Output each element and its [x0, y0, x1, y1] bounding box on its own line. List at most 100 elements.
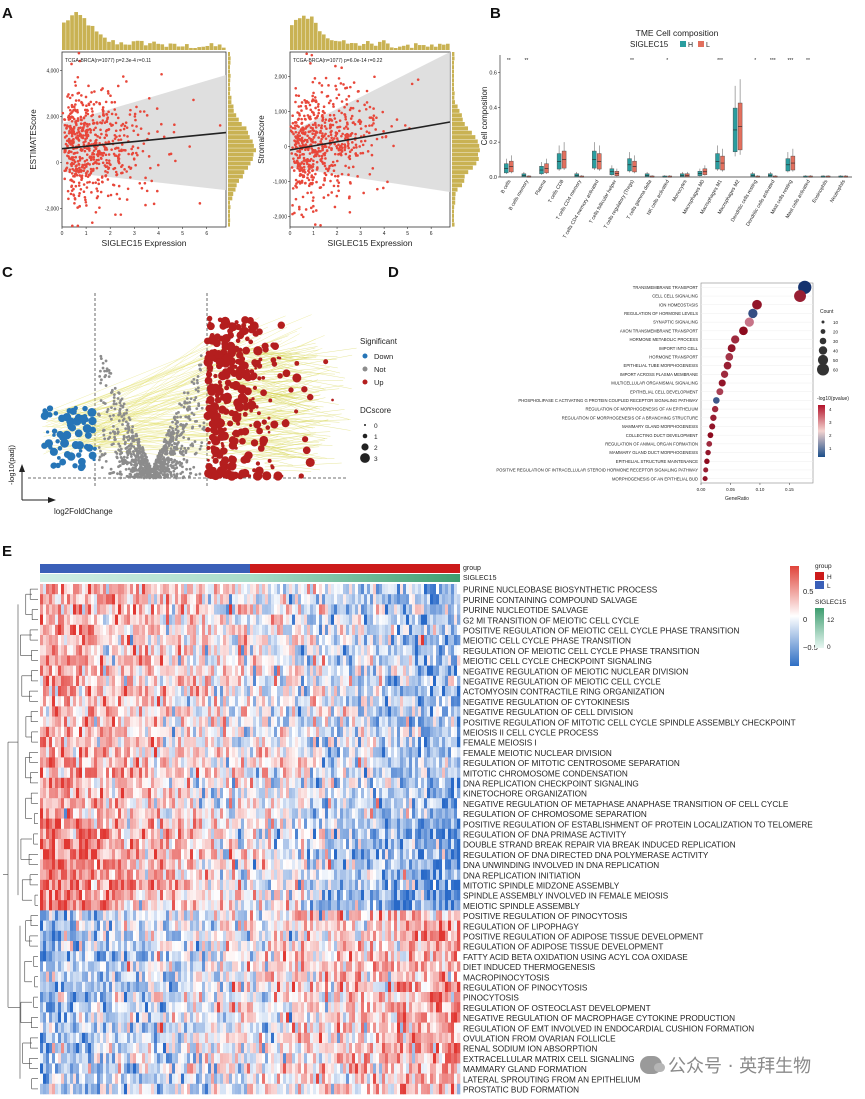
heatmap-cell	[325, 665, 329, 677]
heatmap-cell	[277, 645, 281, 656]
scatter-point	[79, 115, 83, 119]
term-label: EPITHELIAL CELL DEVELOPMENT	[630, 389, 698, 394]
heatmap-cell	[340, 635, 344, 646]
heatmap-cell	[307, 696, 311, 707]
scatter-point	[67, 131, 71, 135]
heatmap-cell	[313, 675, 317, 687]
heatmap-cell	[388, 696, 392, 707]
heatmap-cell	[376, 686, 380, 697]
heatmap-cell	[346, 614, 350, 626]
scatter-point	[111, 139, 115, 143]
heatmap-cell	[301, 614, 305, 626]
scatter-point	[290, 152, 294, 155]
legend-swatch	[362, 353, 368, 359]
scatter-point	[330, 191, 334, 194]
heatmap-cell	[187, 675, 191, 687]
heatmap-cell	[412, 665, 416, 677]
scatter-point	[78, 174, 82, 177]
point-not	[122, 402, 126, 406]
scatter-point	[156, 130, 159, 133]
top-histogram-bar	[390, 47, 394, 50]
heatmap-cell	[355, 604, 359, 615]
point-not	[107, 375, 111, 378]
heatmap-cell	[271, 675, 275, 687]
scatter-point	[84, 198, 87, 202]
right-histogram-bar	[452, 148, 480, 153]
heatmap-cell	[298, 594, 302, 605]
point-not	[136, 452, 139, 456]
y-tick-label: 0.2	[489, 140, 497, 146]
scatter-point	[101, 154, 105, 157]
heatmap-cell	[211, 584, 215, 595]
legend-count-swatch	[819, 337, 827, 345]
heatmap-cell	[265, 614, 269, 626]
term-label: HORMONE METABOLIC PROCESS	[629, 337, 698, 342]
heatmap-cell	[79, 624, 83, 636]
point-up	[221, 447, 228, 454]
heatmap-cell	[445, 594, 449, 605]
heatmap-cell	[280, 675, 284, 687]
top-histogram-bar	[119, 42, 124, 50]
point-not	[179, 415, 183, 419]
point-not	[119, 473, 123, 476]
heatmap-cell	[319, 624, 323, 636]
heatmap-cell	[379, 696, 383, 707]
top-histogram-bar	[366, 41, 370, 50]
dot	[703, 467, 709, 473]
heatmap-cell	[70, 706, 74, 717]
row-label: NEGATIVE REGULATION OF MEIOTIC CELL CYCL…	[463, 678, 661, 687]
heatmap-cell	[445, 635, 449, 646]
heatmap-cell	[76, 696, 80, 707]
heatmap-cell	[397, 665, 401, 677]
point-down	[72, 463, 78, 469]
heatmap-cell	[220, 665, 224, 677]
scatter-point	[314, 133, 317, 137]
heatmap-cell	[82, 706, 86, 717]
right-histogram-bar	[228, 135, 250, 140]
point-up	[238, 359, 246, 367]
heatmap-cell	[355, 675, 359, 687]
connector-line	[65, 350, 224, 410]
legend-size-swatch	[360, 453, 370, 463]
heatmap-cell	[91, 675, 95, 687]
heatmap-cell	[172, 655, 176, 666]
heatmap-cell	[253, 655, 257, 666]
heatmap-cell	[241, 655, 245, 666]
heatmap-cell	[175, 584, 179, 595]
scatter-point	[333, 117, 337, 120]
heatmap-cell	[133, 594, 137, 605]
heatmap-cell	[172, 645, 176, 656]
heatmap-cell	[202, 645, 206, 656]
heatmap-cell	[187, 686, 191, 697]
heatmap-cell	[79, 675, 83, 687]
scatter-point	[329, 99, 332, 102]
point-not	[140, 459, 143, 463]
heatmap-cell	[427, 614, 431, 626]
heatmap-cell	[169, 614, 173, 626]
heatmap-cell	[364, 635, 368, 646]
right-histogram-bar	[452, 113, 462, 118]
heatmap-cell	[253, 665, 257, 677]
point-not	[169, 473, 173, 477]
heatmap-cell	[334, 675, 338, 687]
point-down	[74, 429, 83, 438]
heatmap-cell	[292, 675, 296, 687]
scatter-point	[325, 167, 328, 170]
x-tick-label: 6	[205, 231, 208, 237]
point-up	[241, 427, 250, 436]
heatmap-cell	[106, 584, 110, 595]
scatter-point	[81, 134, 85, 137]
heatmap-cell	[397, 635, 401, 646]
right-histogram-bar	[228, 108, 234, 113]
heatmap-cell	[358, 624, 362, 636]
scatter-point	[328, 113, 332, 117]
heatmap-cell	[133, 584, 137, 595]
heatmap-cell	[421, 604, 425, 615]
heatmap-cell	[178, 675, 182, 687]
heatmap-cell	[343, 635, 347, 646]
scatter-point	[94, 133, 97, 137]
heatmap-cell	[208, 675, 212, 687]
heatmap-cell	[367, 655, 371, 666]
heatmap-cell	[40, 604, 44, 615]
point-up	[245, 368, 250, 374]
